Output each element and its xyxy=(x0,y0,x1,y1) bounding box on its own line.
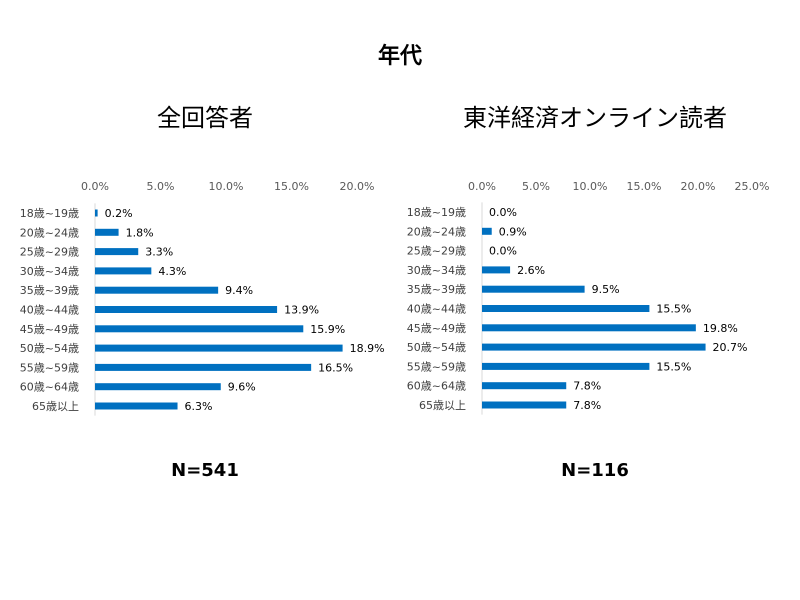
right-value-label: 2.6% xyxy=(517,264,545,277)
right-bar xyxy=(482,227,492,235)
left-value-label: 13.9% xyxy=(284,304,319,317)
left-x-tick-label: 10.0% xyxy=(209,180,244,193)
left-bar xyxy=(95,402,178,410)
right-x-tick-label: 5.0% xyxy=(522,180,550,193)
right-category-label: 45歳~49歳 xyxy=(407,322,466,335)
left-category-label: 25歳~29歳 xyxy=(20,246,79,259)
right-x-tick-label: 25.0% xyxy=(735,180,770,193)
right-value-label: 7.8% xyxy=(573,380,601,393)
left-x-tick-label: 0.0% xyxy=(81,180,109,193)
left-value-label: 1.8% xyxy=(126,226,154,239)
right-value-label: 7.8% xyxy=(573,399,601,412)
left-category-label: 40歳~44歳 xyxy=(20,304,79,317)
right-value-label: 19.8% xyxy=(703,322,738,335)
right-category-label: 18歳~19歳 xyxy=(407,206,466,219)
right-category-label: 60歳~64歳 xyxy=(407,380,466,393)
left-category-label: 35歳~39歳 xyxy=(20,284,79,297)
right-category-label: 55歳~59歳 xyxy=(407,360,466,373)
left-value-label: 16.5% xyxy=(318,361,353,374)
left-bar xyxy=(95,306,278,313)
right-x-tick-label: 0.0% xyxy=(468,180,496,193)
left-category-label: 18歳~19歳 xyxy=(20,207,79,220)
left-x-tick-label: 15.0% xyxy=(274,180,309,193)
left-category-label: 65歳以上 xyxy=(32,400,79,413)
left-x-tick-label: 5.0% xyxy=(147,180,175,193)
left-category-label: 20歳~24歳 xyxy=(20,226,79,239)
left-bar xyxy=(95,325,304,333)
left-value-label: 18.9% xyxy=(350,342,385,355)
right-value-label: 15.5% xyxy=(656,303,691,316)
right-bar xyxy=(482,343,706,351)
right-value-label: 0.9% xyxy=(499,225,527,238)
right-bar xyxy=(482,401,567,409)
left-sample-size: N=541 xyxy=(171,460,239,481)
right-x-tick-label: 20.0% xyxy=(681,180,716,193)
right-category-label: 35歳~39歳 xyxy=(407,283,466,296)
left-category-label: 60歳~64歳 xyxy=(20,381,79,394)
right-bar xyxy=(482,324,696,332)
right-bar xyxy=(482,382,567,390)
left-value-label: 6.3% xyxy=(185,400,213,413)
page-title: 年代 xyxy=(377,44,422,69)
right-bar xyxy=(482,362,650,370)
right-sample-size: N=116 xyxy=(561,460,629,481)
right-bar xyxy=(482,305,650,312)
left-value-label: 9.4% xyxy=(225,284,253,297)
left-category-label: 50歳~54歳 xyxy=(20,342,79,355)
right-category-label: 20歳~24歳 xyxy=(407,225,466,238)
left-value-label: 3.3% xyxy=(145,246,173,259)
left-value-label: 0.2% xyxy=(105,207,133,220)
left-category-label: 45歳~49歳 xyxy=(20,323,79,336)
left-x-tick-label: 20.0% xyxy=(340,180,375,193)
right-value-label: 9.5% xyxy=(592,283,620,296)
left-bar xyxy=(95,248,139,256)
right-value-label: 0.0% xyxy=(489,245,517,258)
left-category-label: 55歳~59歳 xyxy=(20,361,79,374)
right-category-label: 65歳以上 xyxy=(419,399,466,412)
right-category-label: 40歳~44歳 xyxy=(407,303,466,316)
right-value-label: 0.0% xyxy=(489,206,517,219)
right-chart-title: 東洋経済オンライン読者 xyxy=(463,104,727,132)
left-bar xyxy=(95,286,219,294)
left-bar xyxy=(95,209,98,217)
left-bar xyxy=(95,267,152,275)
right-category-label: 25歳~29歳 xyxy=(407,245,466,258)
right-x-tick-label: 10.0% xyxy=(573,180,608,193)
right-bar xyxy=(482,266,511,274)
left-chart-title: 全回答者 xyxy=(157,104,253,132)
right-category-label: 30歳~34歳 xyxy=(407,264,466,277)
left-bar xyxy=(95,383,221,391)
left-value-label: 4.3% xyxy=(158,265,186,278)
left-category-label: 30歳~34歳 xyxy=(20,265,79,278)
right-bar xyxy=(482,285,585,293)
left-bar xyxy=(95,228,119,236)
right-value-label: 20.7% xyxy=(713,341,748,354)
left-bar xyxy=(95,363,312,371)
right-x-tick-label: 15.0% xyxy=(627,180,662,193)
left-value-label: 15.9% xyxy=(310,323,345,336)
left-value-label: 9.6% xyxy=(228,381,256,394)
right-value-label: 15.5% xyxy=(656,360,691,373)
right-category-label: 50歳~54歳 xyxy=(407,341,466,354)
left-bar xyxy=(95,344,343,352)
